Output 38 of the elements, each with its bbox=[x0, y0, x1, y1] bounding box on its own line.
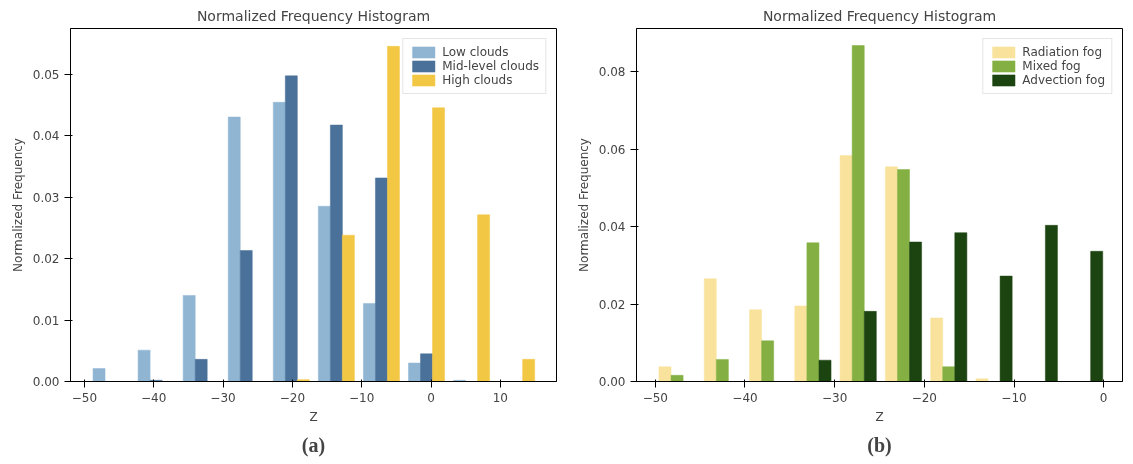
y-tick-label: 0.08 bbox=[598, 65, 626, 80]
x-tick-label: −30 bbox=[210, 390, 236, 405]
x-tick-label: −10 bbox=[1001, 390, 1027, 405]
x-tick-label: −20 bbox=[279, 390, 306, 405]
x-tick-label: 0 bbox=[427, 390, 435, 405]
x-tick-label: −50 bbox=[642, 390, 668, 405]
y-tick-label: 0.03 bbox=[32, 190, 60, 205]
legend-label: Low clouds bbox=[442, 45, 509, 59]
y-tick-label: 0.00 bbox=[598, 375, 626, 389]
x-axis-title: Z bbox=[875, 409, 884, 424]
text: (b) bbox=[867, 433, 892, 457]
y-tick-label: 0.06 bbox=[598, 142, 626, 157]
x-tick-label: −40 bbox=[732, 390, 758, 405]
x-tick-label: 10 bbox=[492, 390, 508, 405]
y-tick-label: 0.04 bbox=[598, 220, 626, 235]
legend-label: High clouds bbox=[442, 73, 513, 87]
y-tick-label: 0.02 bbox=[32, 252, 60, 266]
y-tick-label: 0.02 bbox=[598, 297, 626, 312]
x-tick-label: −40 bbox=[141, 390, 167, 405]
x-tick-label: −30 bbox=[822, 390, 848, 405]
x-tick-label: −20 bbox=[911, 390, 937, 405]
y-tick-label: 0.04 bbox=[32, 129, 60, 144]
x-tick-label: −10 bbox=[349, 390, 375, 405]
y-axis-title: Normalized Frequency bbox=[576, 138, 591, 272]
chart-title: Normalized Frequency Histogram bbox=[196, 7, 431, 24]
x-axis-title: Z bbox=[309, 409, 318, 424]
legend-label: Mid-level clouds bbox=[442, 59, 539, 73]
y-tick-label: 0.00 bbox=[32, 375, 60, 389]
y-tick-label: 0.01 bbox=[32, 313, 60, 328]
x-tick-label: −50 bbox=[71, 390, 98, 405]
legend-label: Radiation fog bbox=[1022, 45, 1103, 59]
text: (a) bbox=[301, 433, 326, 457]
x-tick-label: 0 bbox=[1099, 390, 1108, 405]
y-axis-title: Normalized Frequency bbox=[10, 138, 25, 272]
legend-label: Advection fog bbox=[1022, 73, 1105, 87]
chart-title: Normalized Frequency Histogram bbox=[762, 7, 997, 24]
legend-label: Mixed fog bbox=[1022, 59, 1081, 73]
y-tick-label: 0.05 bbox=[32, 67, 60, 82]
